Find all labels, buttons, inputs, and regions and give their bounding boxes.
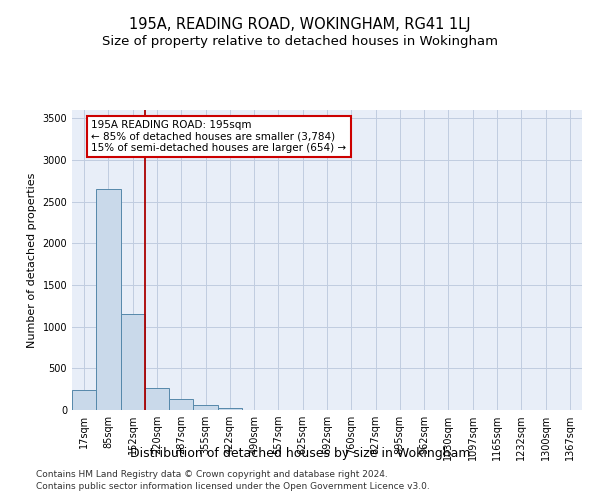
Bar bbox=[96, 189, 121, 410]
Text: Distribution of detached houses by size in Wokingham: Distribution of detached houses by size … bbox=[130, 448, 470, 460]
Text: Contains public sector information licensed under the Open Government Licence v3: Contains public sector information licen… bbox=[36, 482, 430, 491]
Bar bbox=[145, 388, 169, 410]
Bar bbox=[121, 314, 145, 410]
Bar bbox=[218, 408, 242, 410]
Bar bbox=[72, 390, 96, 410]
Text: 195A, READING ROAD, WOKINGHAM, RG41 1LJ: 195A, READING ROAD, WOKINGHAM, RG41 1LJ bbox=[129, 18, 471, 32]
Bar bbox=[169, 399, 193, 410]
Y-axis label: Number of detached properties: Number of detached properties bbox=[27, 172, 37, 348]
Text: Contains HM Land Registry data © Crown copyright and database right 2024.: Contains HM Land Registry data © Crown c… bbox=[36, 470, 388, 479]
Text: Size of property relative to detached houses in Wokingham: Size of property relative to detached ho… bbox=[102, 35, 498, 48]
Text: 195A READING ROAD: 195sqm
← 85% of detached houses are smaller (3,784)
15% of se: 195A READING ROAD: 195sqm ← 85% of detac… bbox=[91, 120, 347, 153]
Bar bbox=[193, 406, 218, 410]
